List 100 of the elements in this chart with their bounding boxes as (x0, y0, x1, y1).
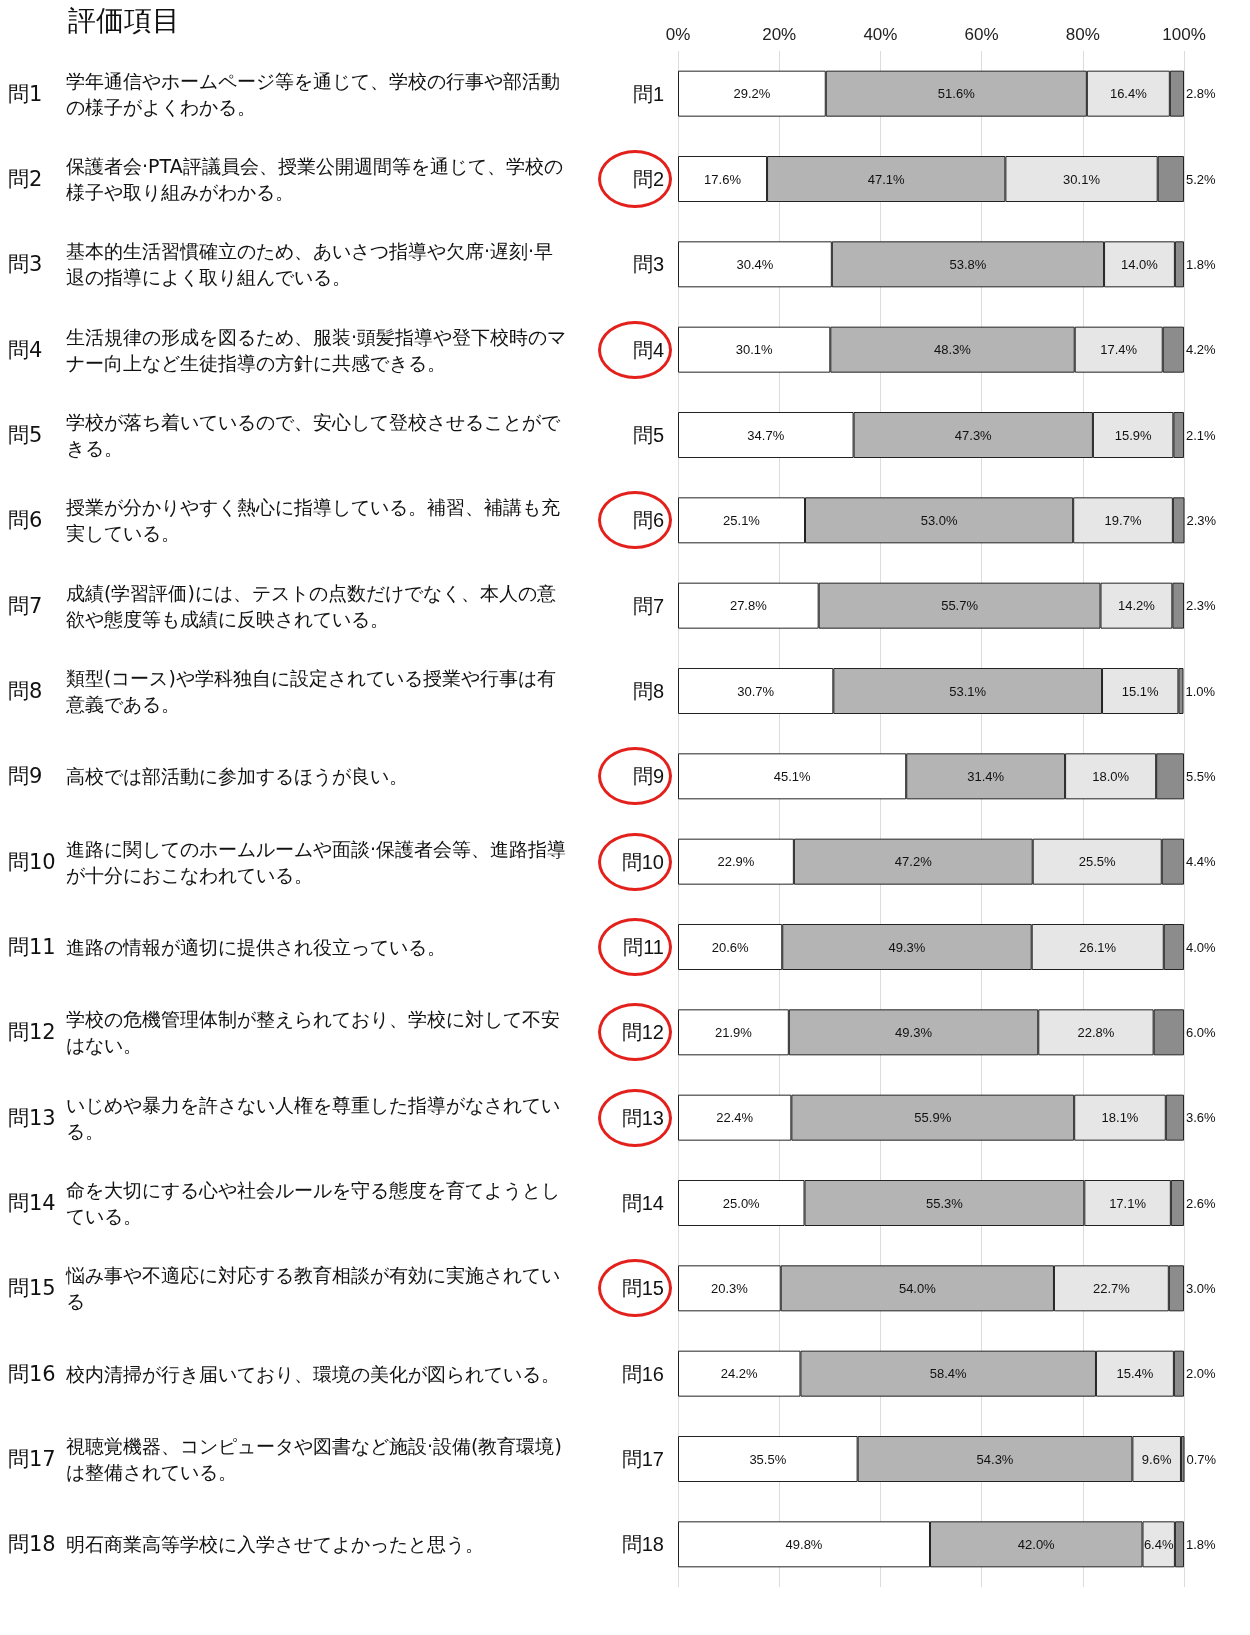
category-label: 問9 (8, 764, 43, 789)
data-label: 47.1% (867, 171, 906, 187)
y-tick-label: 問6 (632, 509, 664, 532)
data-label: 2.6% (1186, 1195, 1217, 1211)
data-label: 3.0% (1186, 1280, 1217, 1296)
x-tick-label: 40% (863, 25, 898, 44)
data-label: 4.0% (1186, 939, 1217, 955)
data-label: 20.3% (710, 1280, 749, 1296)
data-label: 15.1% (1121, 683, 1160, 699)
data-label: 2.1% (1186, 427, 1217, 443)
data-label: 17.1% (1109, 1195, 1147, 1211)
data-label: 31.4% (967, 768, 1005, 784)
text: 学校の危機管理体制が整えられており、学校に対して不安はない。 (66, 1007, 561, 1059)
data-label: 18.0% (1092, 768, 1130, 784)
text: 進路の情報が適切に提供され役立っている。 (66, 935, 447, 960)
category-label: 問10 (8, 849, 56, 874)
category-label: 問5 (8, 423, 43, 447)
y-tick-label: 問11 (623, 936, 664, 958)
data-label: 2.0% (1186, 1366, 1217, 1382)
data-label: 29.2% (733, 86, 771, 102)
category-label: 問4 (8, 337, 43, 362)
data-label: 3.6% (1186, 1110, 1217, 1126)
y-tick-label: 問13 (621, 1106, 664, 1129)
y-tick-label: 問18 (621, 1533, 664, 1556)
data-label: 47.2% (894, 854, 933, 870)
y-tick-label: 問3 (632, 253, 664, 276)
data-label: 22.7% (1092, 1280, 1131, 1296)
x-tick-label: 20% (762, 25, 797, 44)
data-label: 30.1% (735, 342, 774, 358)
data-label: 22.9% (717, 854, 755, 870)
data-label: 42.0% (1017, 1536, 1056, 1552)
text: 成績(学習評価)には、テストの点数だけでなく、本人の意欲や態度等も成績に反映されている。 (66, 580, 557, 632)
data-label: 30.1% (1063, 171, 1101, 187)
category-label: 問6 (8, 508, 43, 533)
data-label: 53.1% (949, 683, 987, 699)
data-label: 35.5% (749, 1451, 787, 1467)
data-label: 15.9% (1114, 427, 1153, 443)
data-label: 54.0% (898, 1280, 937, 1296)
data-label: 54.3% (976, 1451, 1014, 1467)
data-label: 55.9% (914, 1110, 952, 1126)
text: 視聴覚機器、コンピュータや図書など施設·設備(教育環境)は整備されている。 (66, 1434, 563, 1485)
data-label: 47.3% (954, 427, 993, 443)
y-tick-label: 問4 (632, 338, 664, 361)
category-label: 問17 (8, 1447, 56, 1471)
data-label: 49.3% (888, 939, 926, 955)
data-label: 1.8% (1186, 1536, 1217, 1552)
data-label: 21.9% (714, 1024, 753, 1040)
data-label: 22.4% (716, 1110, 754, 1126)
data-label: 24.2% (720, 1366, 759, 1382)
category-label: 問1 (8, 81, 43, 106)
x-tick-label: 0% (665, 25, 691, 44)
y-tick-label: 問2 (632, 168, 664, 190)
text: いじめや暴力を許さない人権を尊重した指導がなされている。 (66, 1092, 561, 1144)
data-label: 17.4% (1100, 342, 1138, 358)
x-tick-label: 60% (964, 25, 999, 44)
data-label: 27.8% (729, 598, 768, 614)
data-label: 20.6% (711, 939, 749, 955)
category-label: 問14 (8, 1191, 56, 1215)
category-label: 問15 (8, 1276, 56, 1301)
y-tick-label: 問1 (632, 82, 664, 105)
data-label: 45.1% (773, 768, 811, 784)
text: 悩み事や不適応に対応する教育相談が有効に実施されている (66, 1263, 561, 1315)
data-label: 0.7% (1186, 1451, 1217, 1467)
data-label: 58.4% (929, 1366, 968, 1382)
data-label: 25.5% (1078, 854, 1117, 870)
data-label: 55.7% (941, 598, 979, 614)
data-label: 51.6% (937, 86, 976, 102)
data-label: 9.6% (1141, 1451, 1172, 1467)
text: 学校が落ち着いているので、安心して登校させることができる。 (66, 410, 561, 461)
data-label: 1.0% (1185, 683, 1216, 699)
data-label: 5.5% (1186, 768, 1217, 784)
text: 生活規律の形成を図るため、服装·頭髪指導や登下校時のマナー向上など生徒指導の方針に共感できる。 (66, 324, 568, 376)
category-label: 問7 (8, 593, 43, 618)
y-tick-label: 問17 (621, 1448, 664, 1470)
data-label: 5.2% (1186, 171, 1217, 187)
data-label: 2.3% (1186, 512, 1217, 528)
y-tick-label: 問7 (632, 594, 664, 617)
data-label: 26.1% (1079, 939, 1117, 955)
data-label: 30.4% (736, 256, 774, 272)
data-label: 15.4% (1116, 1366, 1154, 1382)
x-tick-label: 100% (1162, 25, 1206, 44)
data-label: 2.3% (1186, 598, 1217, 614)
category-label: 問3 (8, 252, 43, 277)
data-label: 48.3% (934, 342, 972, 358)
data-label: 4.2% (1186, 342, 1217, 358)
data-label: 55.3% (925, 1195, 964, 1211)
data-label: 17.6% (704, 171, 742, 187)
data-label: 18.1% (1101, 1110, 1139, 1126)
text: 進路に関してのホームルームや面談·保護者会等、進路指導が十分におこなわれている。 (66, 836, 568, 888)
category-label: 問12 (8, 1020, 56, 1045)
data-label: 1.8% (1186, 256, 1217, 272)
category-label: 問16 (8, 1361, 56, 1386)
text: 命を大切にする心や社会ルールを守る態度を育てようとしている。 (66, 1178, 561, 1229)
data-label: 14.2% (1118, 598, 1156, 614)
text: 基本的生活習慣確立のため、あいさつ指導や欠席·遅刻·早退の指導によく取り組んでいる。 (66, 239, 555, 291)
text: 類型(コース)や学科独自に設定されている授業や行事は有意義である。 (66, 666, 557, 717)
text: 保護者会·PTA評議員会、授業公開週間等を通じて、学校の様子や取り組みがわかる。 (66, 154, 564, 205)
category-label: 問8 (8, 679, 43, 703)
data-label: 6.0% (1186, 1024, 1217, 1040)
category-label: 問13 (8, 1105, 56, 1130)
